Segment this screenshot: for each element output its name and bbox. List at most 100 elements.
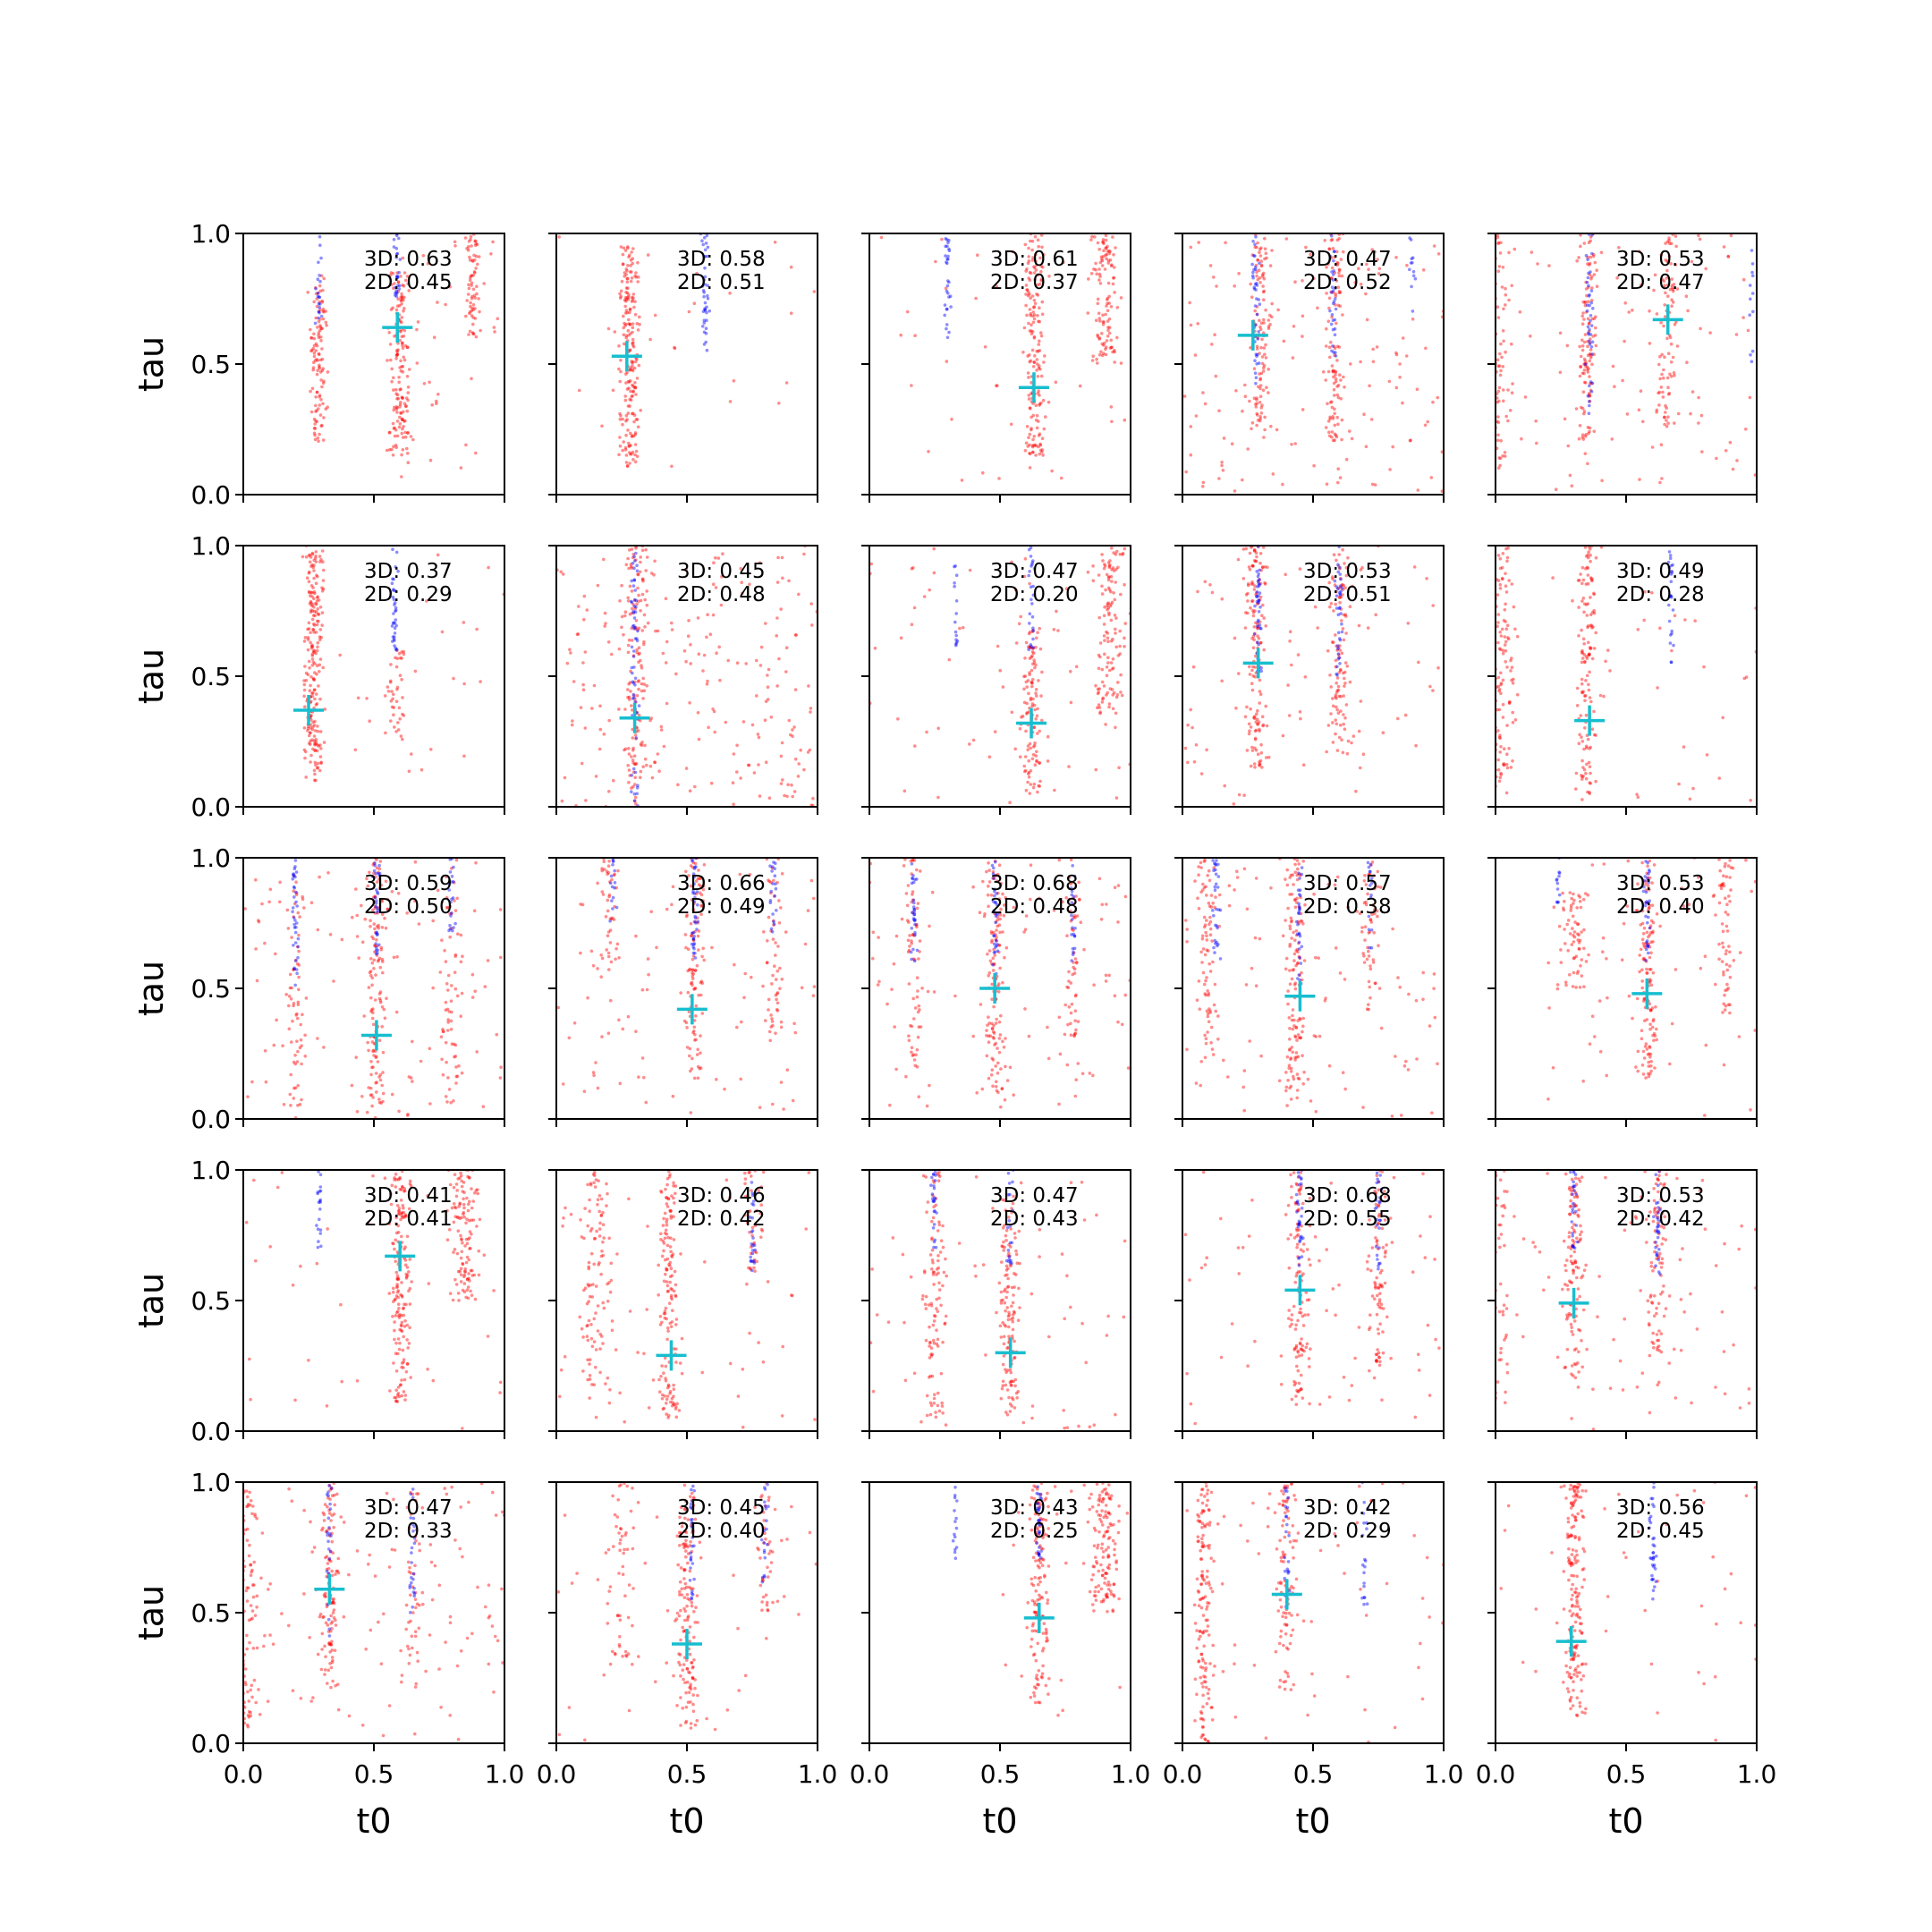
red-point xyxy=(405,911,410,915)
red-point xyxy=(1331,369,1335,373)
blue-point xyxy=(947,238,951,242)
red-point xyxy=(739,566,742,571)
red-point xyxy=(311,586,315,589)
red-point xyxy=(567,1036,572,1040)
red-point xyxy=(1258,760,1261,764)
red-point xyxy=(918,939,922,943)
red-point xyxy=(1107,702,1112,706)
red-point xyxy=(1342,638,1346,642)
red-point xyxy=(932,547,936,551)
red-point xyxy=(1505,752,1509,756)
red-point xyxy=(1589,348,1593,352)
red-point xyxy=(1357,623,1361,628)
red-point xyxy=(376,944,379,948)
blue-point xyxy=(991,899,996,903)
red-point xyxy=(289,1072,293,1077)
red-point xyxy=(1091,354,1095,359)
red-point xyxy=(391,453,395,457)
red-point xyxy=(692,1030,696,1033)
red-point xyxy=(375,1090,378,1094)
red-point xyxy=(629,431,632,436)
blue-point xyxy=(1331,289,1335,292)
red-point xyxy=(442,1030,445,1033)
red-point xyxy=(1070,880,1074,885)
blue-point xyxy=(292,916,296,919)
red-point xyxy=(1325,292,1328,295)
red-point xyxy=(632,366,637,370)
red-point xyxy=(475,284,479,289)
red-point xyxy=(735,1025,739,1030)
best-fit-marker xyxy=(1652,304,1683,335)
red-point xyxy=(1529,335,1532,338)
red-point xyxy=(925,730,928,734)
red-point xyxy=(446,988,450,992)
red-point xyxy=(1396,716,1400,721)
red-point xyxy=(310,551,315,555)
red-point xyxy=(1057,1102,1061,1106)
red-point xyxy=(455,994,460,998)
red-point xyxy=(600,956,605,961)
red-point xyxy=(1655,411,1658,414)
annotation-2d: 2D: 0.48 xyxy=(990,895,1079,919)
red-point xyxy=(1250,546,1253,549)
red-point xyxy=(711,613,716,617)
red-point xyxy=(377,956,382,961)
blue-point xyxy=(632,555,636,558)
blue-point xyxy=(1257,618,1260,623)
red-point xyxy=(371,1048,376,1053)
red-point xyxy=(702,958,706,962)
red-point xyxy=(1587,760,1591,765)
red-point xyxy=(473,258,477,262)
red-point xyxy=(779,607,783,611)
red-point xyxy=(1265,256,1268,260)
red-point xyxy=(1028,353,1031,357)
red-point xyxy=(1653,273,1657,277)
red-point xyxy=(769,1025,773,1029)
red-point xyxy=(631,770,636,775)
red-point xyxy=(741,591,744,596)
red-point xyxy=(1026,772,1030,775)
red-point xyxy=(1587,300,1590,304)
red-point xyxy=(622,326,625,330)
red-point xyxy=(731,781,735,784)
red-point xyxy=(306,627,309,631)
red-point xyxy=(1106,661,1110,665)
blue-point xyxy=(1256,640,1259,644)
red-point xyxy=(1348,680,1352,684)
blue-point xyxy=(953,581,956,585)
red-point xyxy=(318,670,321,674)
blue-point xyxy=(696,919,700,924)
red-point xyxy=(630,564,633,569)
red-point xyxy=(314,349,318,352)
red-point xyxy=(312,332,316,336)
red-point xyxy=(1258,419,1262,423)
red-point xyxy=(1588,263,1591,267)
red-point xyxy=(1098,710,1102,714)
red-point xyxy=(781,576,784,580)
red-point xyxy=(628,348,631,352)
red-point xyxy=(575,632,580,636)
red-point xyxy=(301,897,305,902)
red-point xyxy=(1270,249,1274,252)
red-point xyxy=(1582,371,1586,376)
red-point xyxy=(602,733,606,736)
red-point xyxy=(1262,363,1267,368)
red-point xyxy=(1332,344,1336,349)
red-point xyxy=(1027,290,1030,294)
red-point xyxy=(634,449,639,453)
red-point xyxy=(315,297,319,301)
blue-point xyxy=(1749,297,1752,301)
blue-point xyxy=(448,870,453,874)
red-point xyxy=(390,705,394,709)
red-point xyxy=(1350,741,1353,745)
red-point xyxy=(318,394,322,397)
red-point xyxy=(395,648,399,652)
blue-point xyxy=(377,872,380,876)
red-point xyxy=(453,909,458,912)
red-point xyxy=(1286,683,1290,687)
red-point xyxy=(1096,297,1100,301)
red-point xyxy=(302,640,307,643)
red-point xyxy=(1028,671,1031,674)
red-point xyxy=(1580,650,1584,654)
